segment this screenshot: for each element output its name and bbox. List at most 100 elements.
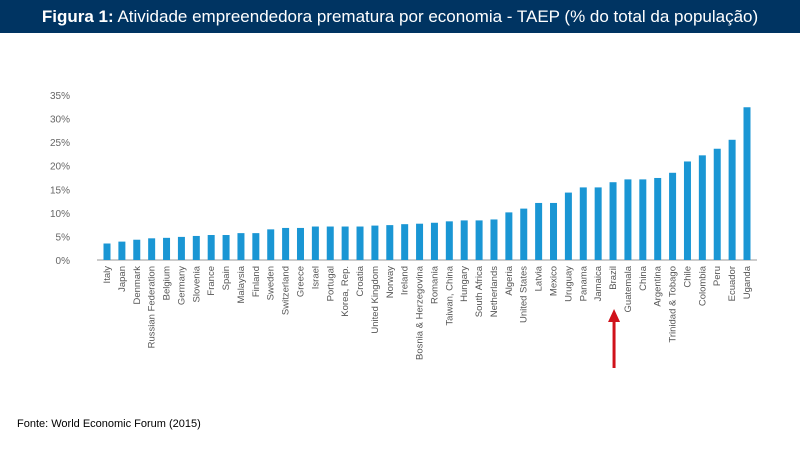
highlight-arrow-icon [608, 309, 621, 322]
bar [148, 238, 156, 260]
bar [103, 243, 111, 260]
bar [550, 202, 558, 260]
bar [564, 192, 572, 260]
bar [535, 202, 543, 260]
x-tick-label: Hungary [459, 266, 470, 302]
bar [237, 233, 245, 260]
bar [639, 179, 647, 260]
x-tick-label: United States [519, 266, 530, 323]
x-tick-label: Israel [310, 266, 321, 289]
x-tick-label: Algeria [504, 265, 515, 295]
bar [118, 241, 126, 260]
x-tick-label: Sweden [266, 266, 277, 300]
figure-label: Figura 1: [41, 7, 114, 26]
x-tick-label: United Kingdom [370, 266, 381, 334]
bar [698, 155, 706, 260]
bar [371, 225, 379, 260]
x-tick-label: France [206, 266, 217, 296]
y-tick-label: 5% [56, 232, 71, 243]
x-tick-label: Norway [385, 266, 396, 298]
x-tick-label: Malaysia [236, 265, 247, 303]
x-tick-label: Italy [102, 266, 113, 284]
x-tick-label: Croatia [355, 265, 366, 296]
bar [133, 239, 141, 260]
bar [222, 235, 230, 260]
x-tick-label: Taiwan, China [444, 265, 455, 325]
x-tick-label: Latvia [534, 265, 545, 291]
x-tick-label: South Africa [474, 265, 485, 317]
x-tick-label: Spain [221, 266, 232, 290]
x-tick-label: Jamaica [593, 265, 604, 301]
y-tick-label: 35% [50, 91, 70, 102]
x-tick-label: Uruguay [563, 266, 574, 302]
bar [430, 222, 438, 260]
bar [177, 236, 185, 260]
x-tick-label: Switzerland [281, 266, 292, 315]
bar [579, 187, 587, 260]
bar [713, 148, 721, 260]
bar [267, 229, 275, 260]
x-tick-label: Finland [251, 266, 262, 297]
x-tick-label: Germany [176, 266, 187, 305]
y-tick-label: 10% [50, 209, 70, 220]
bar [683, 161, 691, 260]
bar [401, 224, 409, 260]
x-tick-label: Japan [117, 266, 128, 292]
source-note: Fonte: World Economic Forum (2015) [17, 418, 201, 430]
y-tick-label: 30% [50, 115, 70, 126]
bar [192, 235, 200, 260]
x-tick-label: Bosnia & Herzegovina [415, 265, 426, 360]
y-tick-label: 0% [56, 256, 71, 267]
bar [520, 208, 528, 260]
x-tick-label: Slovenia [191, 265, 202, 302]
bar [416, 223, 424, 260]
bar [594, 187, 602, 260]
x-tick-label: Brazil [608, 266, 619, 290]
bar [386, 225, 394, 260]
bar [460, 220, 468, 260]
bar [505, 212, 513, 260]
bar [669, 172, 677, 260]
bar [654, 177, 662, 260]
bar [282, 227, 290, 260]
x-tick-label: Netherlands [489, 266, 500, 317]
bar [311, 226, 319, 260]
y-tick-label: 25% [50, 138, 70, 149]
x-tick-label: Russian Federation [147, 266, 158, 348]
x-tick-label: Ecuador [727, 266, 738, 301]
bar [445, 221, 453, 260]
y-tick-label: 15% [50, 185, 70, 196]
x-tick-label: Ireland [400, 266, 411, 295]
bar [163, 237, 171, 260]
x-tick-label: Peru [712, 266, 723, 286]
x-tick-label: Portugal [325, 266, 336, 301]
x-tick-label: Chile [682, 266, 693, 288]
bar [609, 182, 617, 260]
bar [207, 235, 215, 260]
bar [490, 219, 498, 260]
x-tick-label: Greece [295, 266, 306, 297]
title-text: Atividade empreendedora prematura por ec… [117, 7, 759, 26]
x-tick-label: Trinidad & Tobago [668, 266, 679, 343]
bar [728, 139, 736, 260]
x-tick-label: Denmark [132, 266, 143, 305]
x-tick-label: Mexico [549, 266, 560, 296]
bar [475, 220, 483, 260]
bar [252, 233, 260, 260]
bar [624, 179, 632, 260]
bar [296, 227, 304, 260]
bar [341, 226, 349, 260]
x-tick-label: Korea, Rep. [340, 266, 351, 317]
x-tick-label: Colombia [697, 265, 708, 306]
bar [743, 107, 751, 260]
bar [356, 226, 364, 260]
x-tick-label: Guatemala [623, 265, 634, 312]
x-tick-label: Argentina [653, 265, 664, 306]
x-tick-label: Romania [429, 265, 440, 304]
x-tick-label: Belgium [162, 266, 173, 300]
x-tick-label: China [638, 265, 649, 291]
y-tick-label: 20% [50, 162, 70, 173]
bar [326, 226, 334, 260]
x-tick-label: Uganda [742, 265, 753, 299]
